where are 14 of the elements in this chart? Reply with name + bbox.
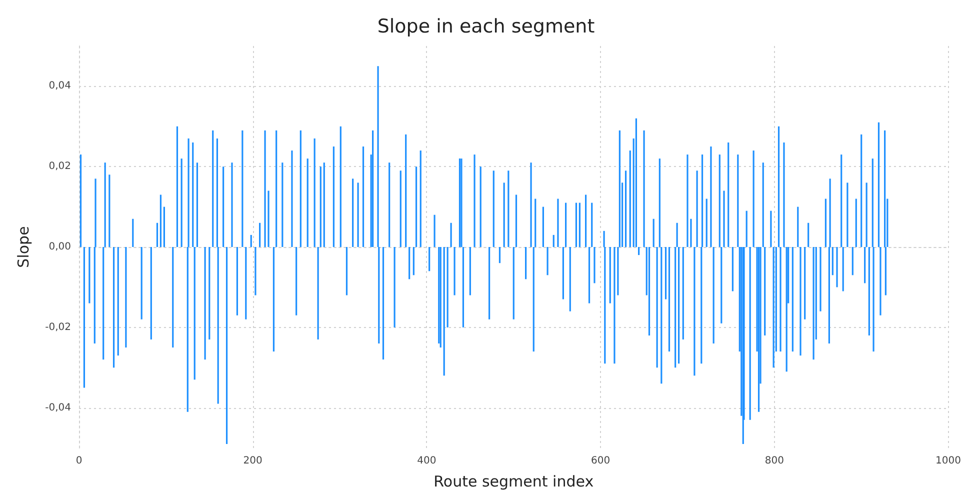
y-tick-label: 0,00 [48,242,71,252]
x-tick-label: 0 [76,456,82,466]
y-tick-label: 0,04 [48,80,71,92]
y-tick-label: 0,02 [48,161,71,172]
x-axis-title: Route segment index [434,472,594,490]
y-axis-title: Slope [14,226,32,268]
x-tick-label: 400 [417,456,436,466]
y-tick-label: -0,04 [45,402,71,414]
x-tick-label: 200 [243,456,262,466]
x-tick-label: 1000 [936,456,961,466]
x-tick-label: 800 [764,456,784,466]
x-tick-label: 600 [591,456,610,466]
y-tick-label: -0,02 [45,322,71,333]
chart-title: Slope in each segment [377,16,595,38]
